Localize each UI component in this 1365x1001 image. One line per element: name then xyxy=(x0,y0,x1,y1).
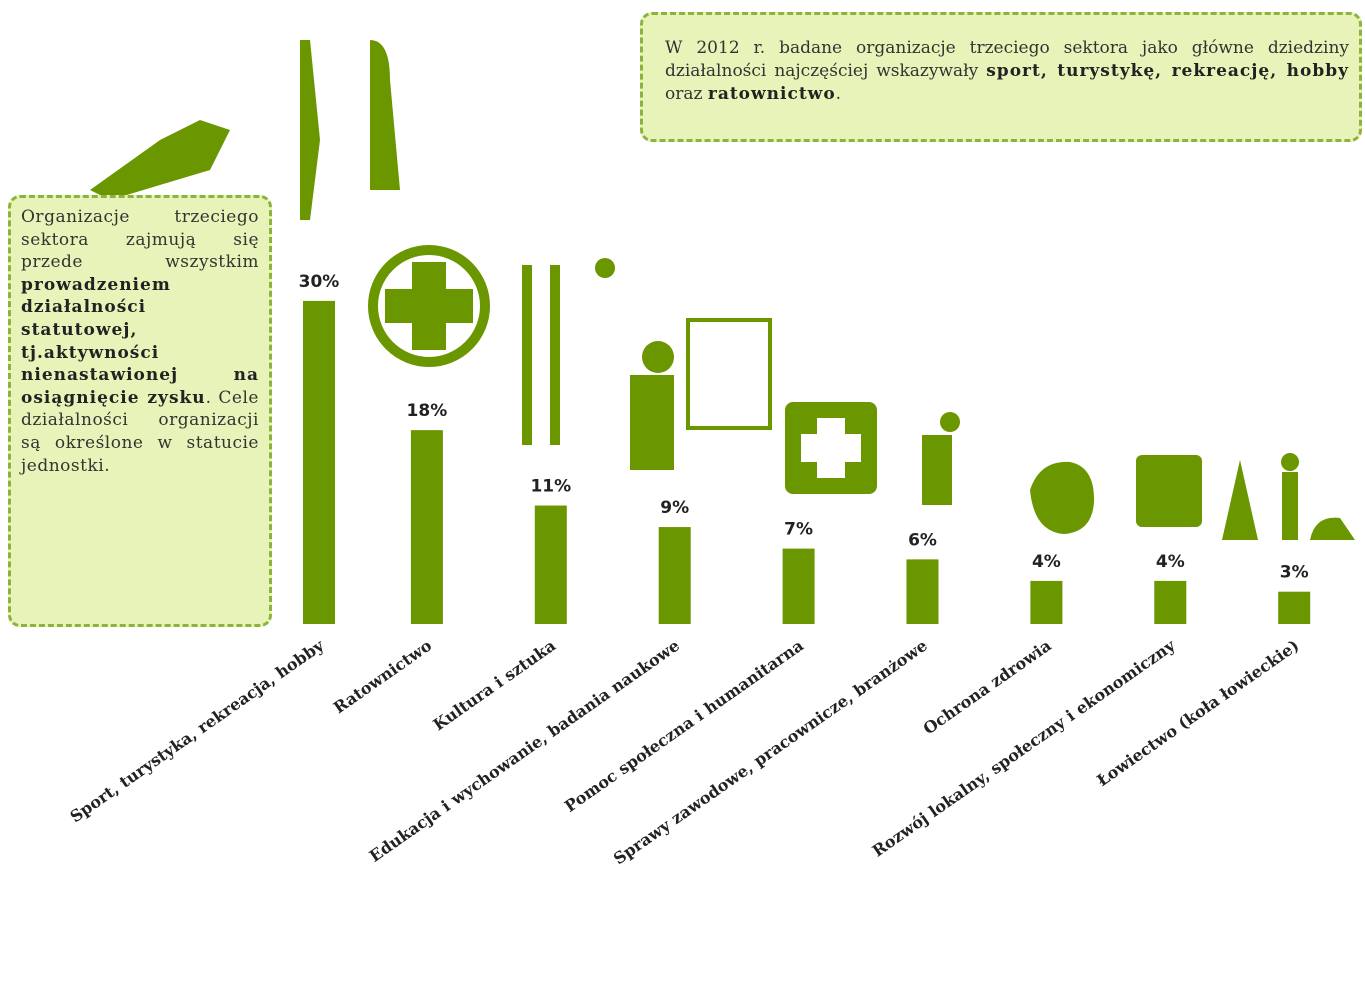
value-label: 3% xyxy=(1280,563,1309,583)
x-tick-label: Pomoc społeczna i humanitarna xyxy=(561,636,807,816)
x-tick-label: Ochrona zdrowia xyxy=(920,636,1055,739)
x-tick-label: Ratownictwo xyxy=(330,636,435,718)
bar xyxy=(659,527,691,624)
bar xyxy=(411,430,443,624)
note-text: . xyxy=(836,84,841,104)
value-label: 4% xyxy=(1032,552,1061,572)
note-text: sport, turystykę, rekreację, hobby xyxy=(986,61,1349,81)
note-text: oraz xyxy=(665,84,708,104)
x-tick-label: Sport, turystyka, rekreacja, hobby xyxy=(66,635,327,826)
bar xyxy=(1030,581,1062,624)
x-tick-label: Kultura i sztuka xyxy=(430,636,560,735)
note-text: ratownictwo xyxy=(708,84,836,104)
bar xyxy=(303,301,335,624)
value-label: 4% xyxy=(1156,552,1185,572)
x-tick-label: Łowiectwo (koła łowieckie) xyxy=(1093,636,1302,790)
value-label: 18% xyxy=(407,401,448,421)
bar xyxy=(1278,592,1310,624)
value-label: 11% xyxy=(530,477,571,497)
value-label: 6% xyxy=(908,530,937,550)
bar xyxy=(535,506,567,624)
note-box: Organizacje trzeciego sektora zajmują si… xyxy=(8,195,272,627)
value-label: 9% xyxy=(660,498,689,518)
note-box: W 2012 r. badane organizacje trzeciego s… xyxy=(640,12,1362,142)
page: 30% Sport, turystyka, rekreacja, hobby 18%… xyxy=(0,0,1365,1001)
note-text: Organizacje trzeciego sektora zajmują si… xyxy=(21,207,259,272)
bar xyxy=(907,559,939,624)
value-label: 30% xyxy=(299,272,340,292)
bar xyxy=(1154,581,1186,624)
value-label: 7% xyxy=(784,520,813,540)
bar xyxy=(783,549,815,624)
